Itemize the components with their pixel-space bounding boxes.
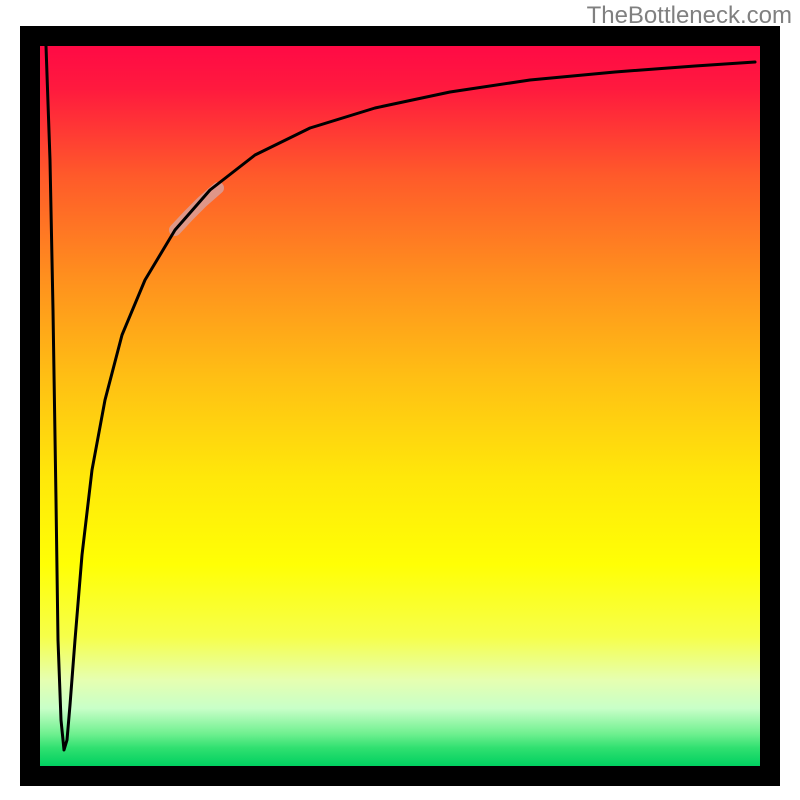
chart-svg <box>0 0 800 800</box>
chart-container: TheBottleneck.com <box>0 0 800 800</box>
watermark-text: TheBottleneck.com <box>587 2 792 30</box>
gradient-background <box>40 46 760 766</box>
